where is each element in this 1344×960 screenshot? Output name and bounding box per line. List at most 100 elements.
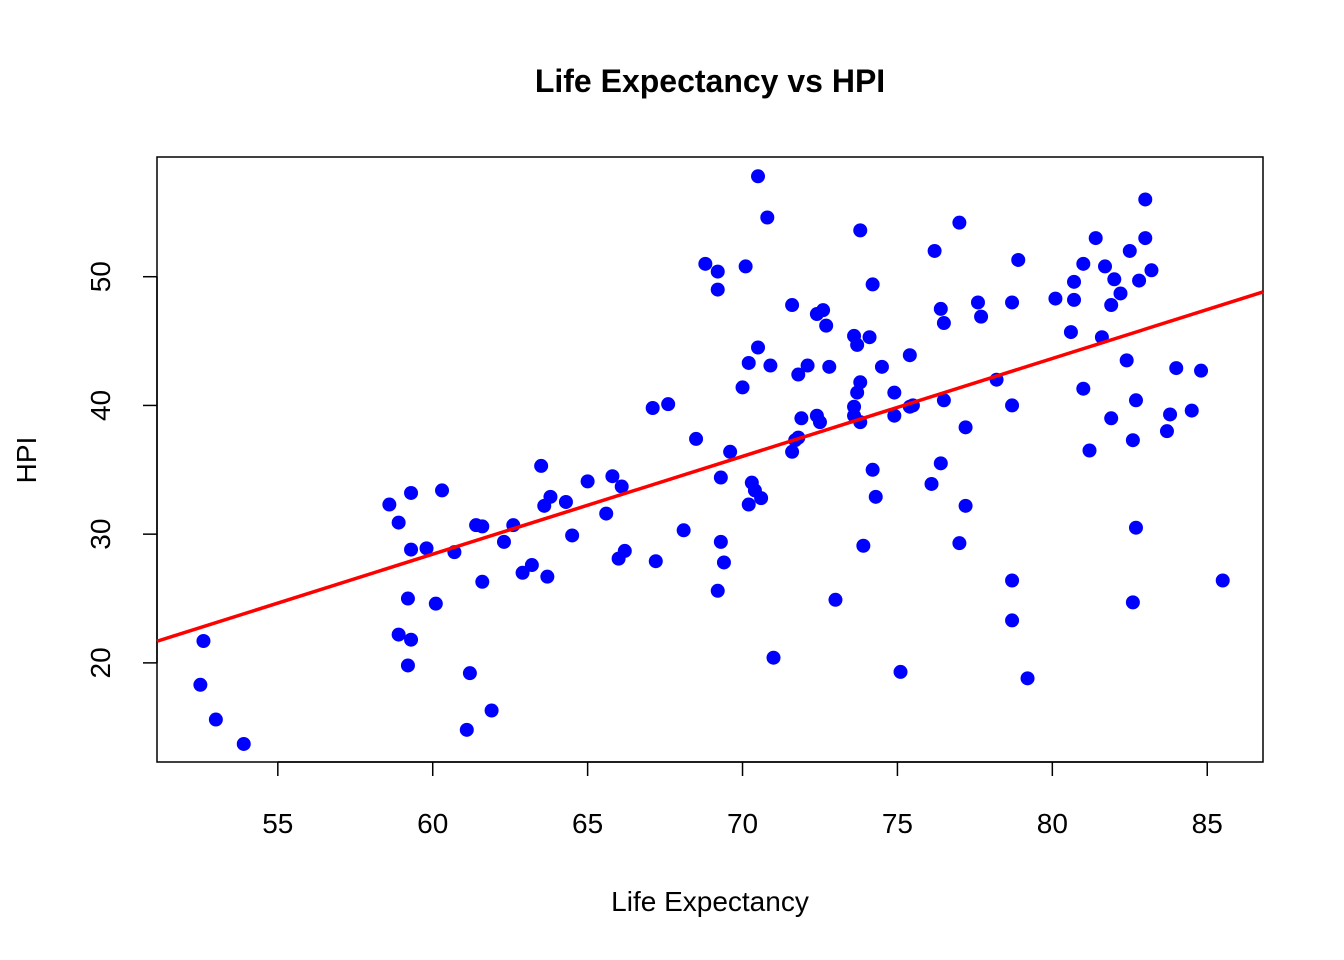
data-point [723, 444, 738, 459]
data-point [887, 385, 902, 400]
data-point [400, 658, 415, 673]
data-point [475, 519, 490, 534]
data-point [404, 485, 419, 500]
data-points [193, 169, 1230, 751]
regression-line [156, 290, 1264, 643]
data-point [816, 303, 831, 318]
data-point [716, 555, 731, 570]
data-point [754, 491, 769, 506]
data-point [676, 523, 691, 538]
data-point [927, 243, 942, 258]
y-tick-label: 50 [85, 261, 116, 292]
data-point [617, 543, 632, 558]
data-point [856, 538, 871, 553]
data-point [534, 458, 549, 473]
data-point [738, 259, 753, 274]
data-point [1194, 363, 1209, 378]
data-point [605, 469, 620, 484]
data-point [462, 666, 477, 681]
data-point [952, 215, 967, 230]
data-point [1125, 433, 1140, 448]
data-point [193, 677, 208, 692]
data-point [853, 223, 868, 238]
x-axis-label: Life Expectancy [611, 886, 809, 917]
data-point [828, 592, 843, 607]
data-point [865, 277, 880, 292]
data-point [741, 497, 756, 512]
data-point [974, 309, 989, 324]
data-point [614, 479, 629, 494]
data-point [713, 534, 728, 549]
data-point [791, 367, 806, 382]
data-point [391, 627, 406, 642]
data-point [484, 703, 499, 718]
data-point [1113, 286, 1128, 301]
data-point [800, 358, 815, 373]
data-point [515, 565, 530, 580]
y-tick-label: 20 [85, 647, 116, 678]
data-point [710, 282, 725, 297]
data-point [865, 462, 880, 477]
data-point [785, 444, 800, 459]
data-point [1005, 398, 1020, 413]
data-point [868, 489, 883, 504]
x-tick-label: 60 [417, 808, 448, 839]
data-point [936, 316, 951, 331]
data-point [1159, 424, 1174, 439]
data-point [933, 301, 948, 316]
data-point [1144, 263, 1159, 278]
data-point [1128, 393, 1143, 408]
data-point [1104, 411, 1119, 426]
data-point [1138, 231, 1153, 246]
data-point [496, 534, 511, 549]
data-point [766, 650, 781, 665]
data-point [902, 348, 917, 363]
data-point [1128, 520, 1143, 535]
data-point [812, 415, 827, 430]
data-point [952, 536, 967, 551]
data-point [1184, 403, 1199, 418]
data-point [236, 736, 251, 751]
data-point [435, 483, 450, 498]
data-point [391, 515, 406, 530]
data-point [382, 497, 397, 512]
data-point [645, 401, 660, 416]
y-tick-label: 40 [85, 390, 116, 421]
data-point [741, 355, 756, 370]
data-point [1076, 256, 1091, 271]
data-point [1067, 292, 1082, 307]
data-point [850, 337, 865, 352]
data-point [887, 408, 902, 423]
data-point [1169, 361, 1184, 376]
chart-title: Life Expectancy vs HPI [535, 63, 885, 99]
data-point [763, 358, 778, 373]
y-axis: 20 30 40 50 [85, 261, 158, 678]
data-point [661, 397, 676, 412]
data-point [543, 489, 558, 504]
data-point [1122, 243, 1137, 258]
data-point [580, 474, 595, 489]
y-tick-label: 30 [85, 519, 116, 550]
data-point [751, 340, 766, 355]
data-point [710, 264, 725, 279]
data-point [713, 470, 728, 485]
data-point [822, 359, 837, 374]
data-point [958, 420, 973, 435]
data-point [689, 431, 704, 446]
plot-frame [156, 156, 1264, 763]
data-point [1067, 274, 1082, 289]
data-point [1005, 613, 1020, 628]
data-point [1005, 295, 1020, 310]
data-point [862, 330, 877, 345]
data-point [404, 542, 419, 557]
data-point [475, 574, 490, 589]
regression-line-group [156, 290, 1264, 643]
data-point [794, 411, 809, 426]
y-axis-label: HPI [11, 437, 42, 484]
data-point [208, 712, 223, 727]
data-point [751, 169, 766, 184]
data-point [785, 298, 800, 313]
data-point [540, 569, 555, 584]
data-point [1125, 595, 1140, 610]
data-point [400, 591, 415, 606]
